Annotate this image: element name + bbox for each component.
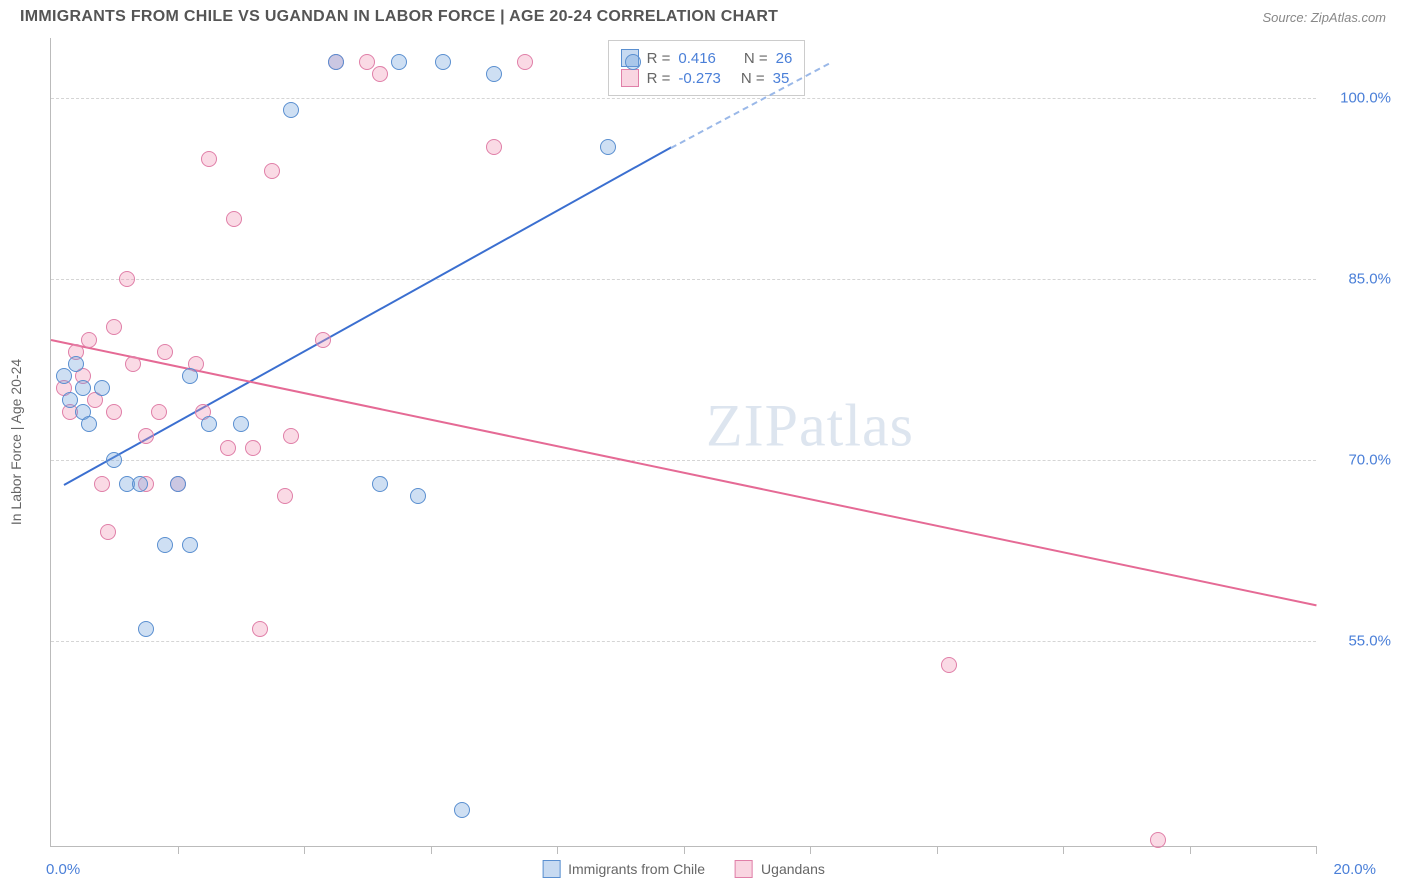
y-tick-label: 100.0% xyxy=(1326,90,1391,107)
data-point-uganda xyxy=(245,440,261,456)
data-point-chile xyxy=(182,537,198,553)
data-point-uganda xyxy=(119,271,135,287)
legend-swatch-uganda xyxy=(735,860,753,878)
chart-header: IMMIGRANTS FROM CHILE VS UGANDAN IN LABO… xyxy=(0,0,1406,30)
data-point-chile xyxy=(372,476,388,492)
data-point-chile xyxy=(132,476,148,492)
legend-label-uganda: Ugandans xyxy=(761,861,825,877)
data-point-uganda xyxy=(1150,832,1166,848)
data-point-uganda xyxy=(138,428,154,444)
x-tick xyxy=(684,846,685,854)
gridline xyxy=(51,641,1316,642)
data-point-chile xyxy=(182,368,198,384)
data-point-uganda xyxy=(277,488,293,504)
data-point-uganda xyxy=(201,151,217,167)
data-point-uganda xyxy=(81,332,97,348)
n-label: N = xyxy=(741,70,765,87)
data-point-chile xyxy=(94,380,110,396)
watermark: ZIPatlas xyxy=(706,391,914,460)
data-point-chile xyxy=(283,102,299,118)
data-point-uganda xyxy=(157,344,173,360)
data-point-uganda xyxy=(151,404,167,420)
data-point-chile xyxy=(75,380,91,396)
data-point-uganda xyxy=(941,657,957,673)
legend-item-uganda: Ugandans xyxy=(735,860,825,878)
legend-row-uganda: R = -0.273 N = 35 xyxy=(621,69,793,87)
chile-r-value: 0.416 xyxy=(678,50,716,67)
y-tick-label: 85.0% xyxy=(1326,271,1391,288)
x-tick xyxy=(1063,846,1064,854)
legend-row-chile: R = 0.416 N = 26 xyxy=(621,49,793,67)
data-point-chile xyxy=(328,54,344,70)
x-axis-max-label: 20.0% xyxy=(1333,861,1376,878)
x-tick xyxy=(810,846,811,854)
gridline xyxy=(51,460,1316,461)
data-point-chile xyxy=(391,54,407,70)
x-tick xyxy=(304,846,305,854)
x-tick xyxy=(557,846,558,854)
x-tick xyxy=(178,846,179,854)
chart-title: IMMIGRANTS FROM CHILE VS UGANDAN IN LABO… xyxy=(20,8,778,26)
legend-label-chile: Immigrants from Chile xyxy=(568,861,705,877)
data-point-chile xyxy=(435,54,451,70)
data-point-chile xyxy=(486,66,502,82)
data-point-chile xyxy=(68,356,84,372)
y-tick-label: 70.0% xyxy=(1326,452,1391,469)
x-tick xyxy=(1190,846,1191,854)
data-point-uganda xyxy=(359,54,375,70)
data-point-uganda xyxy=(94,476,110,492)
x-tick xyxy=(937,846,938,854)
trend-line xyxy=(51,340,1316,607)
data-point-chile xyxy=(62,392,78,408)
data-point-chile xyxy=(157,537,173,553)
x-axis-min-label: 0.0% xyxy=(46,861,80,878)
data-point-chile xyxy=(233,416,249,432)
data-point-chile xyxy=(170,476,186,492)
data-point-chile xyxy=(106,452,122,468)
series-legend: Immigrants from Chile Ugandans xyxy=(542,860,825,878)
data-point-chile xyxy=(81,416,97,432)
data-point-chile xyxy=(56,368,72,384)
data-point-uganda xyxy=(486,139,502,155)
gridline xyxy=(51,279,1316,280)
r-label: R = xyxy=(647,50,671,67)
uganda-r-value: -0.273 xyxy=(678,70,721,87)
legend-swatch-chile xyxy=(542,860,560,878)
scatter-chart: In Labor Force | Age 20-24 0.0% 20.0% ZI… xyxy=(50,38,1316,847)
legend-swatch-uganda xyxy=(621,69,639,87)
chart-source: Source: ZipAtlas.com xyxy=(1262,10,1386,25)
chile-n-value: 26 xyxy=(776,50,793,67)
gridline xyxy=(51,98,1316,99)
data-point-uganda xyxy=(100,524,116,540)
data-point-chile xyxy=(600,139,616,155)
data-point-chile xyxy=(454,802,470,818)
data-point-chile xyxy=(138,621,154,637)
data-point-uganda xyxy=(372,66,388,82)
y-axis-label: In Labor Force | Age 20-24 xyxy=(8,359,24,525)
data-point-uganda xyxy=(226,211,242,227)
data-point-uganda xyxy=(125,356,141,372)
data-point-uganda xyxy=(106,319,122,335)
r-label: R = xyxy=(647,70,671,87)
legend-item-chile: Immigrants from Chile xyxy=(542,860,705,878)
data-point-uganda xyxy=(315,332,331,348)
x-tick xyxy=(1316,846,1317,854)
y-tick-label: 55.0% xyxy=(1326,632,1391,649)
trend-line xyxy=(63,147,671,486)
data-point-uganda xyxy=(106,404,122,420)
data-point-uganda xyxy=(264,163,280,179)
data-point-uganda xyxy=(252,621,268,637)
x-tick xyxy=(431,846,432,854)
data-point-chile xyxy=(201,416,217,432)
data-point-uganda xyxy=(283,428,299,444)
n-label: N = xyxy=(744,50,768,67)
data-point-chile xyxy=(625,54,641,70)
data-point-chile xyxy=(410,488,426,504)
data-point-uganda xyxy=(220,440,236,456)
data-point-uganda xyxy=(517,54,533,70)
